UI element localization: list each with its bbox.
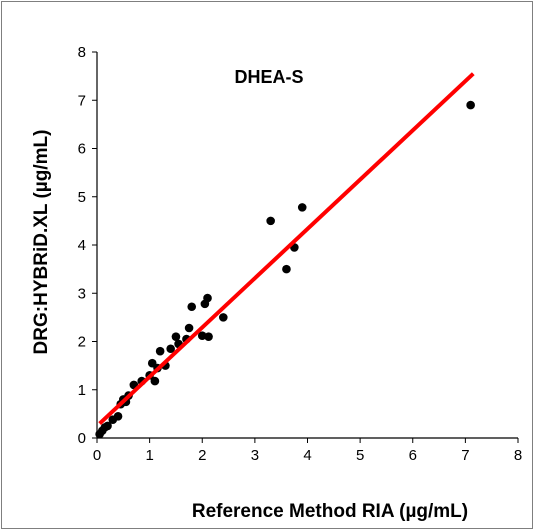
y-tick-label: 5 xyxy=(78,189,86,206)
regression-line-group xyxy=(98,72,475,425)
y-tick-label: 4 xyxy=(78,237,86,254)
y-tick-label: 2 xyxy=(78,334,86,351)
axes xyxy=(92,51,519,443)
y-tick-label: 6 xyxy=(78,141,86,158)
tick-labels: 0 1 2 3 4 5 6 7 8 0 1 2 3 4 5 6 7 8 xyxy=(78,44,523,464)
y-tick-label: 0 xyxy=(78,430,86,447)
data-point xyxy=(155,346,165,356)
x-tick-label: 7 xyxy=(461,447,469,464)
x-tick-label: 3 xyxy=(251,447,259,464)
chart-title: DHEA-S xyxy=(234,67,303,87)
regression-line xyxy=(98,72,475,425)
data-point xyxy=(150,376,160,386)
y-tick-label: 1 xyxy=(78,382,86,399)
data-point xyxy=(266,216,275,226)
data-point xyxy=(103,421,112,431)
data-point xyxy=(203,293,212,303)
data-point xyxy=(297,203,307,212)
x-tick-label: 4 xyxy=(303,447,311,464)
x-tick-label: 1 xyxy=(145,447,153,464)
data-point xyxy=(466,100,475,110)
data-points xyxy=(95,100,475,439)
y-tick-label: 7 xyxy=(78,92,86,109)
x-axis-title: Reference Method RIA (µg/mL) xyxy=(192,501,468,522)
data-point xyxy=(166,344,175,354)
y-tick-label: 8 xyxy=(78,44,86,61)
data-point xyxy=(219,313,228,322)
x-tick-label: 2 xyxy=(198,447,206,464)
x-tick-label: 8 xyxy=(514,447,522,464)
x-tick-label: 5 xyxy=(356,447,364,464)
data-point xyxy=(282,264,291,274)
data-point xyxy=(113,411,123,421)
data-point xyxy=(204,332,213,341)
data-point xyxy=(197,331,207,341)
x-tick-label: 0 xyxy=(93,447,101,464)
x-tick-label: 6 xyxy=(409,447,417,464)
y-axis-title: DRG:HYBRiD.XL (µg/mL) xyxy=(31,130,52,355)
data-point xyxy=(171,332,181,341)
y-tick-label: 3 xyxy=(78,285,86,302)
data-point xyxy=(187,302,197,312)
data-point xyxy=(184,323,194,333)
